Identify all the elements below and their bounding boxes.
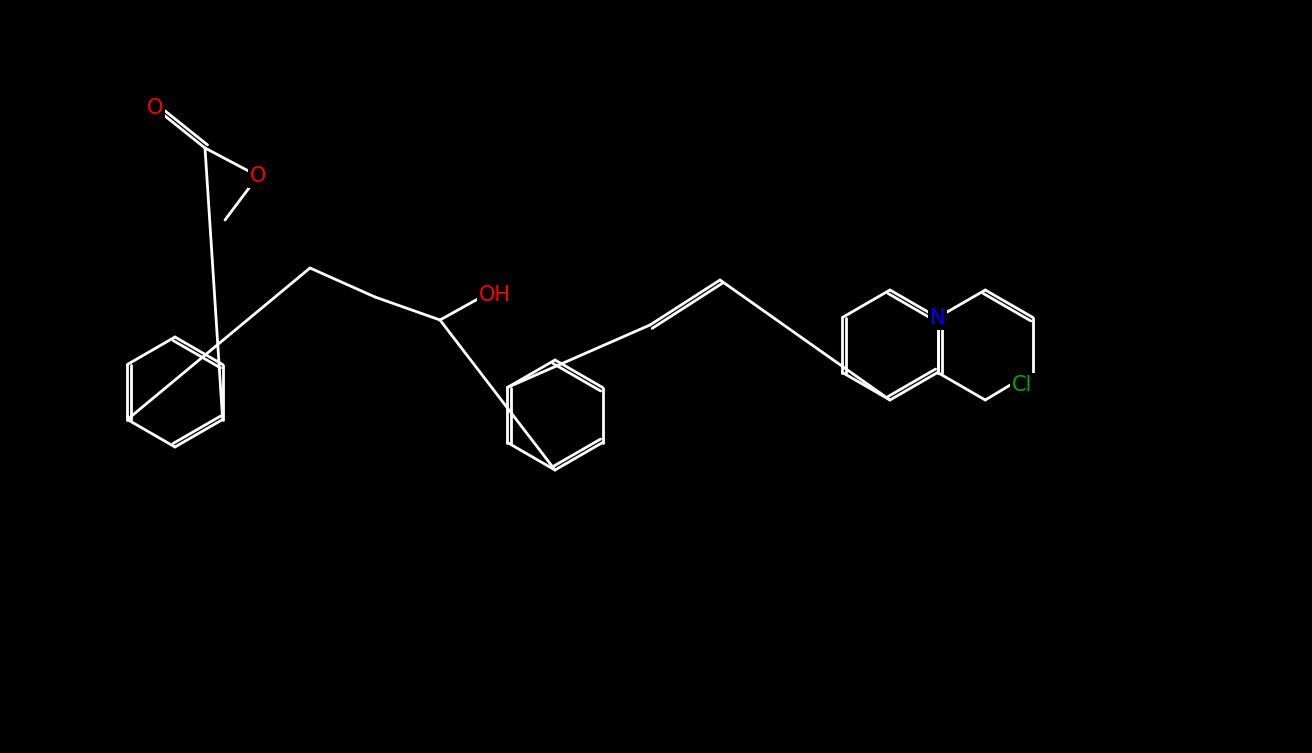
Text: OH: OH [479, 285, 510, 305]
Text: N: N [930, 307, 946, 328]
Text: O: O [147, 98, 163, 118]
Text: O: O [249, 166, 266, 186]
Text: Cl: Cl [1012, 375, 1033, 395]
